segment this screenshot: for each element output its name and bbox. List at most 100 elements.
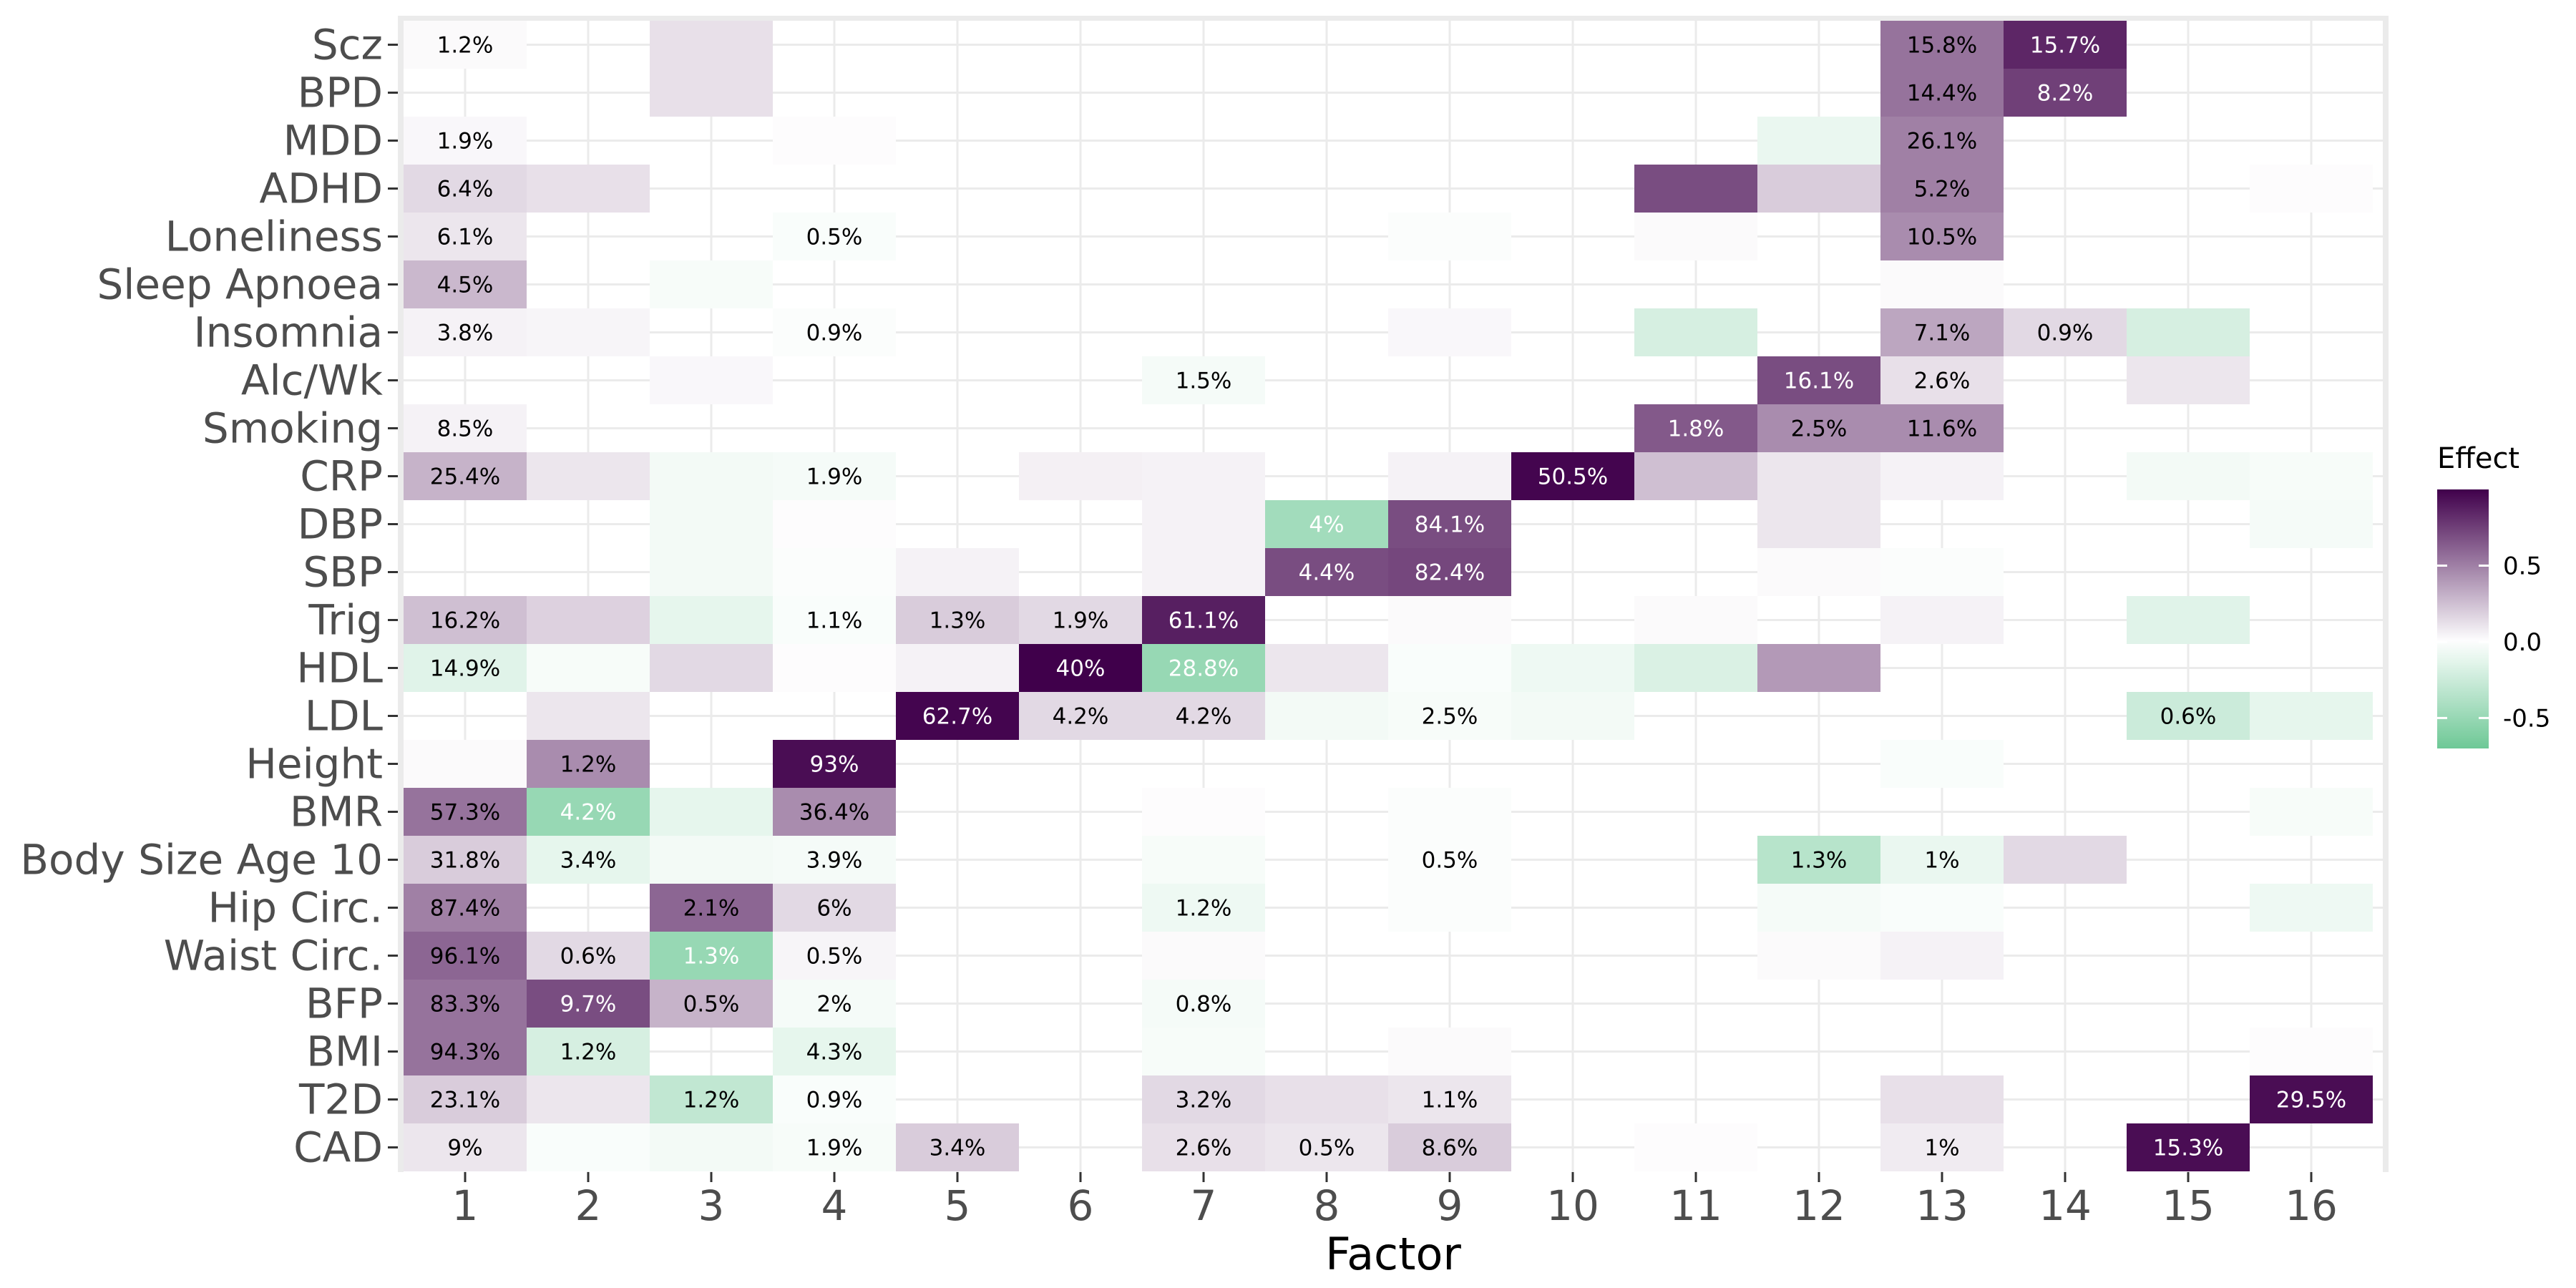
cell-label: 0.5% xyxy=(1422,848,1478,874)
heatmap-cell xyxy=(404,260,527,308)
heatmap-cell xyxy=(404,836,527,884)
heatmap-cell xyxy=(2004,308,2127,356)
heatmap-cell xyxy=(1880,165,2004,213)
cell-label: 4% xyxy=(1309,512,1344,538)
y-tick-label-cad: CAD xyxy=(293,1123,383,1172)
x-tick-label-1: 1 xyxy=(452,1181,479,1230)
heatmap-cell xyxy=(1019,644,1142,692)
heatmap-cell xyxy=(773,836,896,884)
heatmap-cell xyxy=(2250,500,2373,548)
heatmap-cell xyxy=(773,308,896,356)
cell-label: 1.2% xyxy=(560,1040,617,1065)
heatmap-cell xyxy=(404,596,527,644)
heatmap-cell xyxy=(2250,452,2373,500)
heatmap-cell xyxy=(1388,644,1511,692)
heatmap-cell xyxy=(1757,884,1880,932)
cell-label: 3.2% xyxy=(1176,1088,1232,1113)
heatmap-cell xyxy=(1388,1075,1511,1123)
heatmap-cell xyxy=(1388,836,1511,884)
x-tick-label-7: 7 xyxy=(1191,1181,1217,1230)
heatmap-cell xyxy=(1757,452,1880,500)
heatmap-cell xyxy=(1634,404,1757,452)
heatmap-cell xyxy=(2250,1075,2373,1123)
heatmap-cell xyxy=(1880,548,2004,596)
heatmap-cell xyxy=(404,165,527,213)
cell-label: 0.9% xyxy=(806,321,863,346)
heatmap-cell xyxy=(1142,1028,1265,1075)
heatmap-cell xyxy=(527,452,650,500)
heatmap-cell xyxy=(1880,356,2004,404)
cell-label: 1.3% xyxy=(930,608,986,634)
cell-label: 0.5% xyxy=(806,944,863,970)
legend: Effect 0.5 0.0 -0.5 xyxy=(2437,442,2550,748)
cell-label: 84.1% xyxy=(1415,512,1485,538)
cell-label: 94.3% xyxy=(430,1040,500,1065)
heatmap-cell xyxy=(2127,596,2250,644)
cell-label: 1.9% xyxy=(1053,608,1109,634)
cell-label: 36.4% xyxy=(799,800,869,826)
heatmap-cell xyxy=(896,596,1019,644)
heatmap-cell xyxy=(1634,644,1757,692)
x-tick-label-16: 16 xyxy=(2285,1181,2338,1230)
heatmap-cell xyxy=(1880,1075,2004,1123)
heatmap-cell xyxy=(527,1075,650,1123)
cell-label: 4.3% xyxy=(806,1040,863,1065)
x-tick-label-3: 3 xyxy=(698,1181,725,1230)
heatmap-cell xyxy=(773,932,896,980)
cell-label: 3.4% xyxy=(930,1136,986,1161)
heatmap-cell xyxy=(1388,308,1511,356)
cell-label: 96.1% xyxy=(430,944,500,970)
heatmap-cell xyxy=(2250,1028,2373,1075)
heatmap-cell xyxy=(1880,884,2004,932)
heatmap-cell xyxy=(773,884,896,932)
y-tick-label-bmr: BMR xyxy=(290,788,383,836)
cell-label: 0.8% xyxy=(1176,992,1232,1018)
heatmap-cell xyxy=(1388,596,1511,644)
y-tick-label-body-size-age-10: Body Size Age 10 xyxy=(20,836,383,884)
y-tick-label-sleep-apnoea: Sleep Apnoea xyxy=(97,260,383,309)
cell-label: 1.2% xyxy=(683,1088,740,1113)
cell-label: 93% xyxy=(810,752,859,778)
heatmap-cell xyxy=(1880,260,2004,308)
heatmap-cell xyxy=(650,1075,773,1123)
heatmap-cell xyxy=(1142,644,1265,692)
y-tick-label-sbp: SBP xyxy=(303,548,383,597)
cell-label: 6.4% xyxy=(437,177,494,203)
heatmap-cell xyxy=(1880,404,2004,452)
x-tick-label-12: 12 xyxy=(1792,1181,1845,1230)
heatmap-cell xyxy=(1880,740,2004,788)
cell-label: 1.5% xyxy=(1176,369,1232,394)
heatmap-cell xyxy=(1880,932,2004,980)
heatmap-cell xyxy=(650,644,773,692)
heatmap-cell xyxy=(1388,452,1511,500)
heatmap-cell xyxy=(1265,1123,1388,1171)
heatmap-cell xyxy=(404,932,527,980)
cell-label: 4.2% xyxy=(1053,704,1109,730)
heatmap-cell xyxy=(527,788,650,836)
cell-label: 0.5% xyxy=(683,992,740,1018)
heatmap-cell xyxy=(2127,692,2250,740)
cell-label: 7.1% xyxy=(1914,321,1971,346)
cell-label: 2.6% xyxy=(1914,369,1971,394)
cell-label: 1.3% xyxy=(1791,848,1848,874)
heatmap-cell xyxy=(2127,308,2250,356)
heatmap-cell xyxy=(773,213,896,260)
heatmap-cell xyxy=(1634,1123,1757,1171)
heatmap-cell xyxy=(1142,836,1265,884)
heatmap-cell xyxy=(1880,596,2004,644)
heatmap-cell xyxy=(1634,213,1757,260)
heatmap-cell xyxy=(773,1123,896,1171)
cell-label: 8.5% xyxy=(437,416,494,442)
heatmap-cell xyxy=(650,596,773,644)
cell-label: 2.5% xyxy=(1791,416,1848,442)
heatmap-cell xyxy=(650,980,773,1028)
heatmap-cell xyxy=(404,308,527,356)
heatmap-cell xyxy=(1265,1075,1388,1123)
heatmap-cell xyxy=(2004,836,2127,884)
heatmap-cell xyxy=(1880,836,2004,884)
legend-tick-label: -0.5 xyxy=(2503,704,2550,733)
heatmap-cell xyxy=(1757,548,1880,596)
cell-label: 15.7% xyxy=(2030,33,2100,59)
cell-label: 0.5% xyxy=(806,225,863,250)
heatmap-cell xyxy=(773,117,896,165)
